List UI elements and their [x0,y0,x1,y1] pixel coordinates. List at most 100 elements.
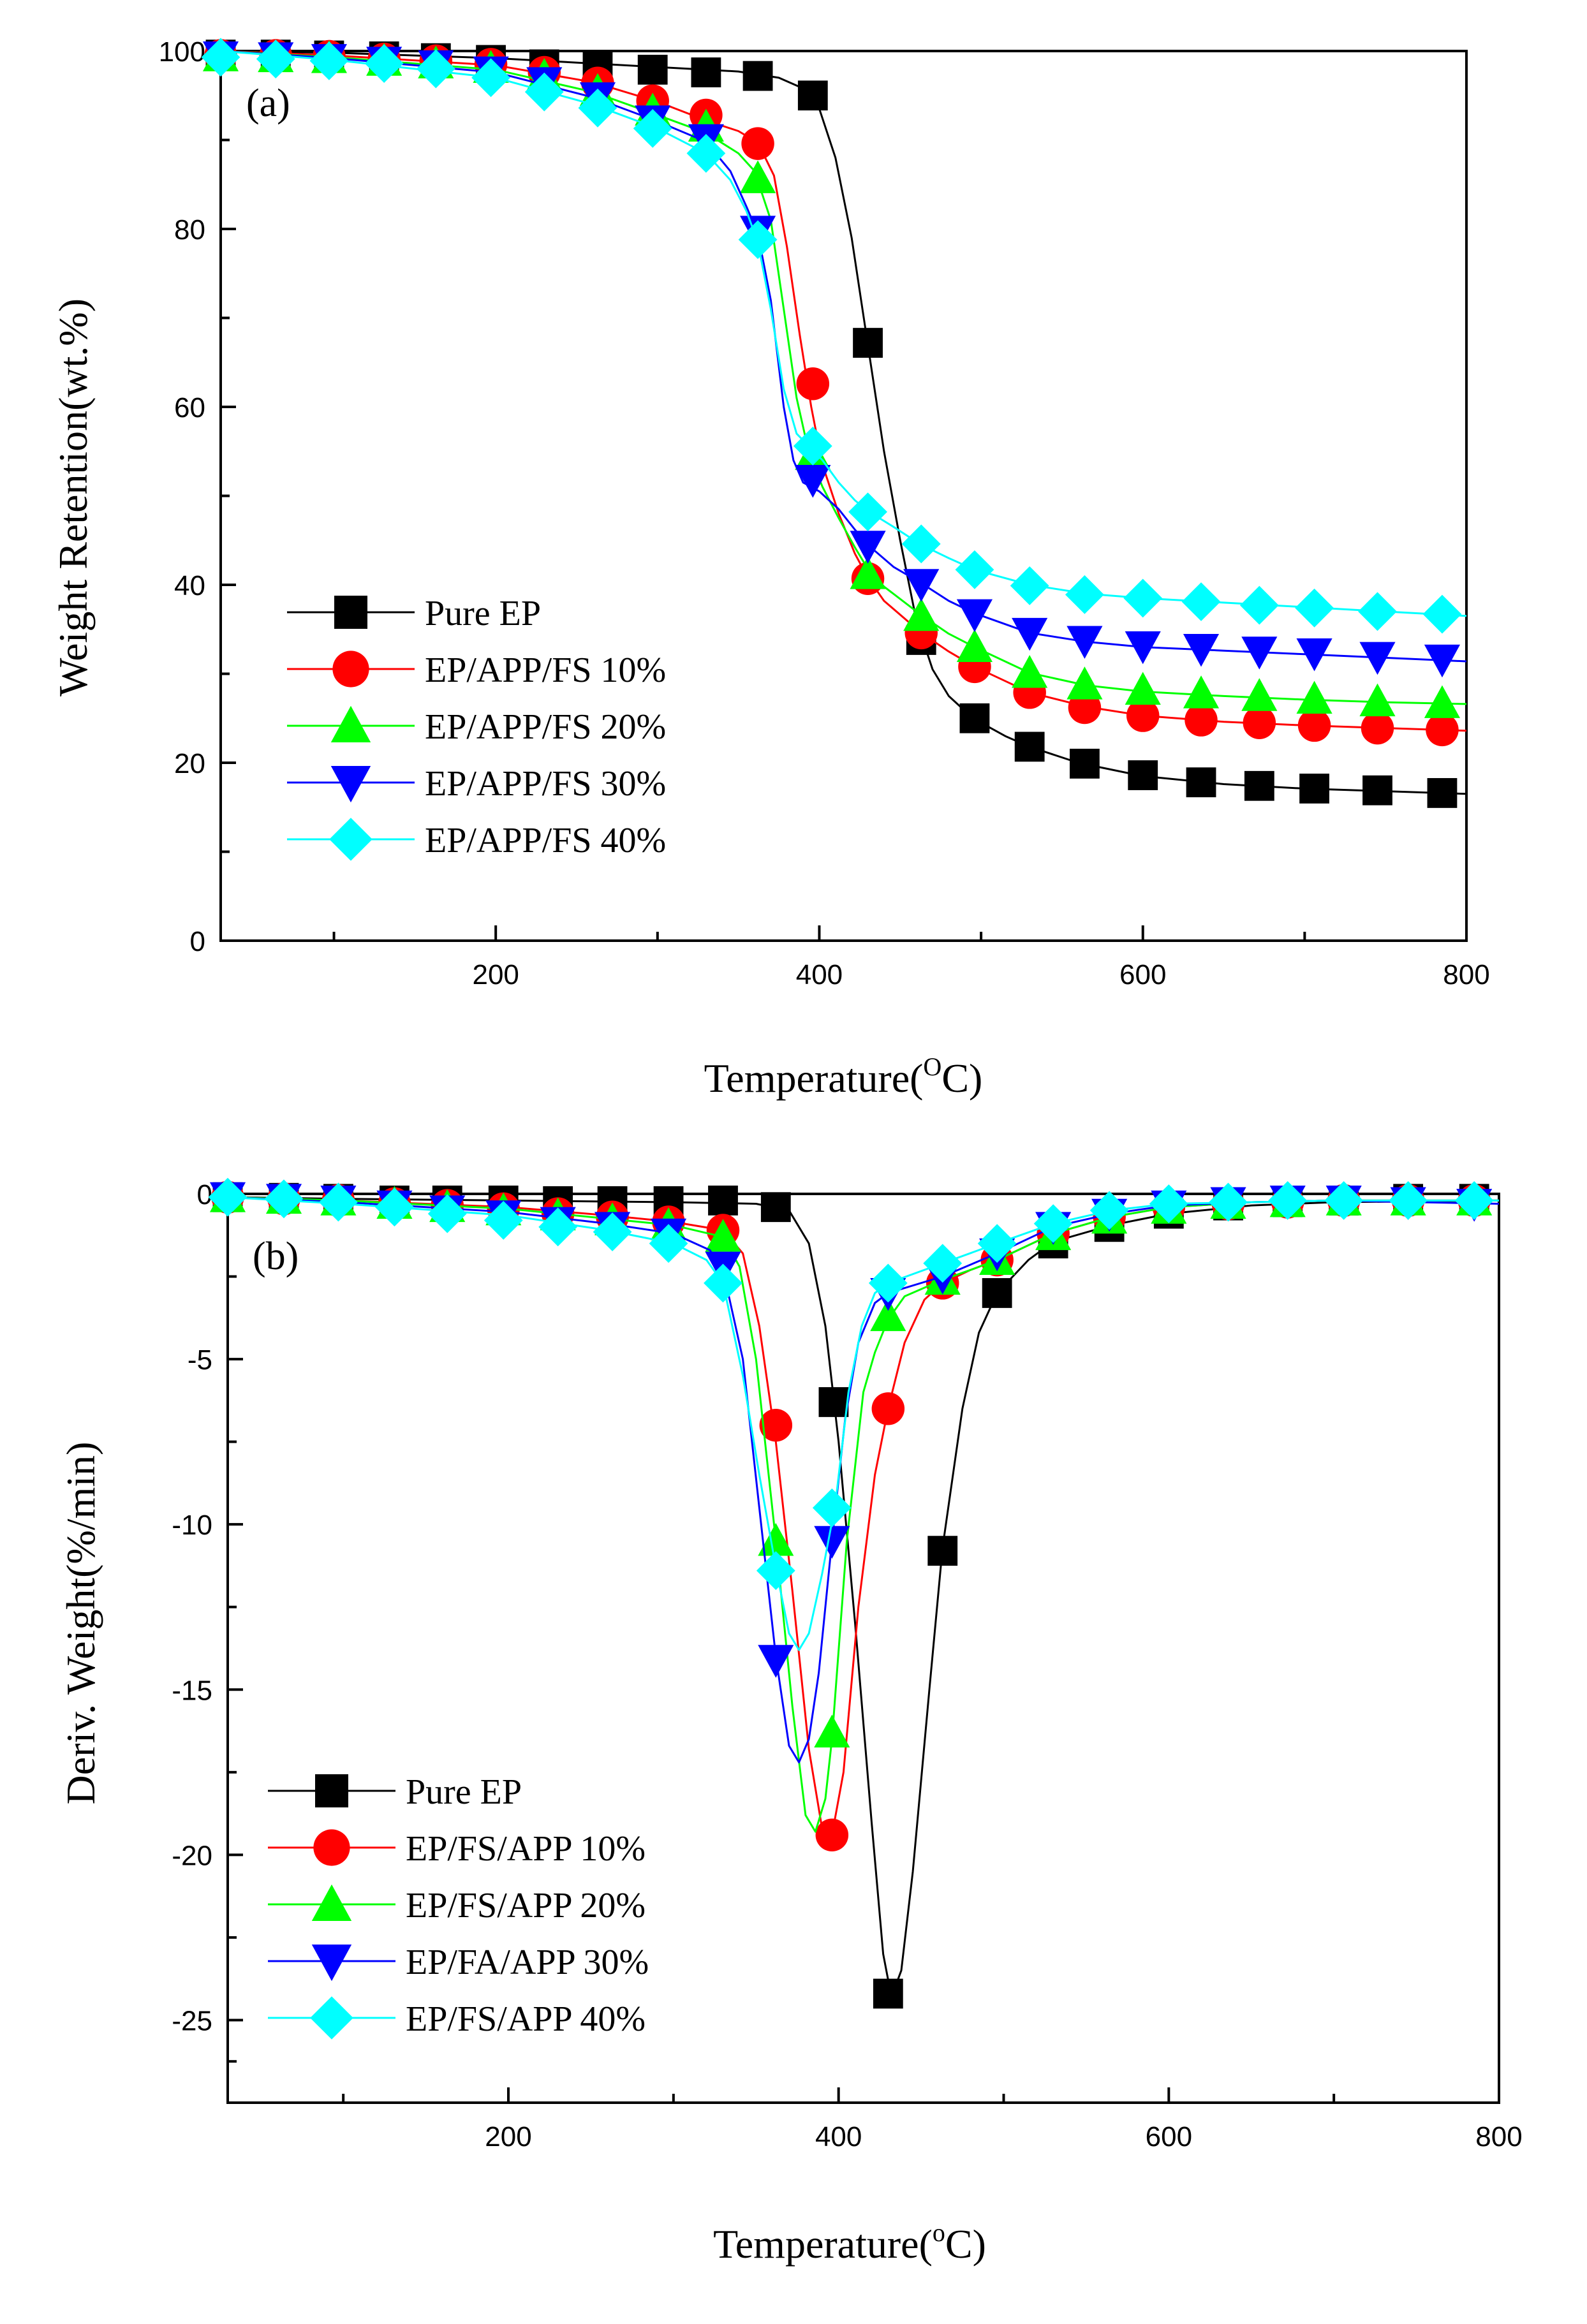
x-tick-label: 600 [1146,2121,1192,2152]
y-tick-label: 80 [174,214,205,246]
panel-a-series [202,38,1466,807]
y-tick-label: 60 [174,392,205,423]
y-tick-label: -20 [172,1840,212,1871]
x-tick-label: 800 [1443,959,1489,990]
series-ep-app-fs-30 [203,41,1466,677]
legend-marker [313,1829,350,1865]
y-tick-label: -5 [188,1344,212,1376]
legend-marker [332,651,369,687]
data-point [1128,760,1158,790]
panel-a-label: (a) [246,82,290,125]
data-point [1359,684,1395,716]
legend-marker [312,1885,351,1921]
series-ep-fs-app-10 [211,1180,1499,1851]
data-point [1185,703,1217,736]
data-point [1012,655,1047,688]
legend-marker [334,596,367,629]
data-point [903,598,939,631]
series-line [228,1197,1499,1997]
panel-a-y-axis-label: Weight Retention(wt.%) [50,298,96,696]
data-point [1240,586,1279,625]
legend-marker [312,1945,351,1981]
tga-figure: 200 400 600 800020406080100 (a) Temperature… [0,0,1587,2324]
data-point [1424,685,1460,717]
panel-b-derivative-weight-chart: 200 400 600 8000-5-10-15-20-25 (b) Temperat… [58,1178,1523,2267]
data-point [1358,592,1397,631]
legend-entry-pure-ep: Pure EP [287,594,541,633]
data-point [691,57,721,87]
panel-a-weight-retention-chart: 200 400 600 800 0 20 40 60 80 100 (a) Temperature… [50,36,1490,1101]
data-point [1243,706,1276,739]
data-point [853,328,883,358]
series-line [221,51,1466,794]
series-line [228,1197,1499,1835]
legend-label: Pure EP [406,1772,522,1812]
data-point [743,61,773,91]
panel-b-y-axis-label: Deriv. Weight(%/min) [58,1442,103,1805]
data-point [704,1263,742,1302]
legend-marker [310,1996,353,2040]
legend-entry-ep-app-fs-10: EP/APP/FS 10% [287,651,666,690]
data-point [1065,575,1104,614]
data-point [1298,709,1331,742]
x-tick-label: 200 [485,2121,531,2152]
data-point [873,1979,903,2009]
legend-label: EP/FA/APP 30% [406,1943,649,1982]
panel-a-plot-frame [221,51,1466,941]
data-point [956,550,994,589]
data-point [708,1186,738,1216]
x-tick-label: 200 [472,959,519,990]
data-point [1182,582,1221,621]
legend-label: EP/APP/FS 30% [425,764,666,804]
series-line [228,1197,1499,1832]
data-point [1423,595,1462,634]
x-tick-label: 400 [815,2121,862,2152]
legend-entry-pure-ep: Pure EP [268,1772,522,1812]
data-point [816,1819,848,1851]
legend-marker [315,1774,348,1807]
x-tick-label: 600 [1119,959,1166,990]
legend-label: EP/APP/FS 10% [425,651,666,690]
data-point [1010,566,1049,605]
data-point [1426,714,1458,746]
legend-label: Pure EP [425,594,541,633]
data-point [1070,749,1100,779]
series-line [228,1197,1499,1650]
data-point [638,55,668,85]
y-tick-label: -15 [172,1675,212,1706]
y-tick-label: 0 [197,1179,212,1210]
y-tick-label: -10 [172,1510,212,1541]
panel-b-x-axis-label: Temperature(oC) [713,2218,986,2267]
series-line [221,51,1466,616]
data-point [798,80,828,110]
data-point [1186,767,1216,797]
data-point [957,629,993,662]
data-point [869,1263,908,1302]
panel-b-label: (b) [253,1235,299,1278]
x-tick-label: 800 [1475,2121,1522,2152]
series-ep-app-fs-10 [204,39,1466,746]
data-point [927,1536,957,1566]
y-tick-label: 40 [174,570,205,601]
panel-a-axis-ticks [221,51,1466,941]
data-point [1125,672,1161,705]
data-point [1295,589,1334,628]
series-pure-ep [213,1182,1499,2009]
data-point [740,160,776,193]
legend-label: EP/FS/APP 40% [406,1999,646,2039]
series-ep-app-fs-20 [203,38,1466,718]
legend-entry-ep-fs-app-40: EP/FS/APP 40% [268,1996,646,2040]
series-line [221,51,1466,731]
data-point [957,599,993,632]
data-point [1428,778,1458,808]
data-point [1123,579,1162,618]
data-point [1297,680,1332,713]
data-point [1015,732,1045,761]
legend-label: EP/FS/APP 10% [406,1829,646,1869]
panel-b-tick-labels: 200 400 600 800 0 -5 -10 -15 -20 -25 [172,1179,1522,2152]
data-point [1244,771,1274,801]
series-ep-app-fs-40 [202,38,1466,633]
legend-entry-ep-fs-app-20: EP/FS/APP 20% [268,1885,646,1925]
legend-label: EP/FS/APP 20% [406,1886,646,1925]
data-point [1362,776,1392,805]
